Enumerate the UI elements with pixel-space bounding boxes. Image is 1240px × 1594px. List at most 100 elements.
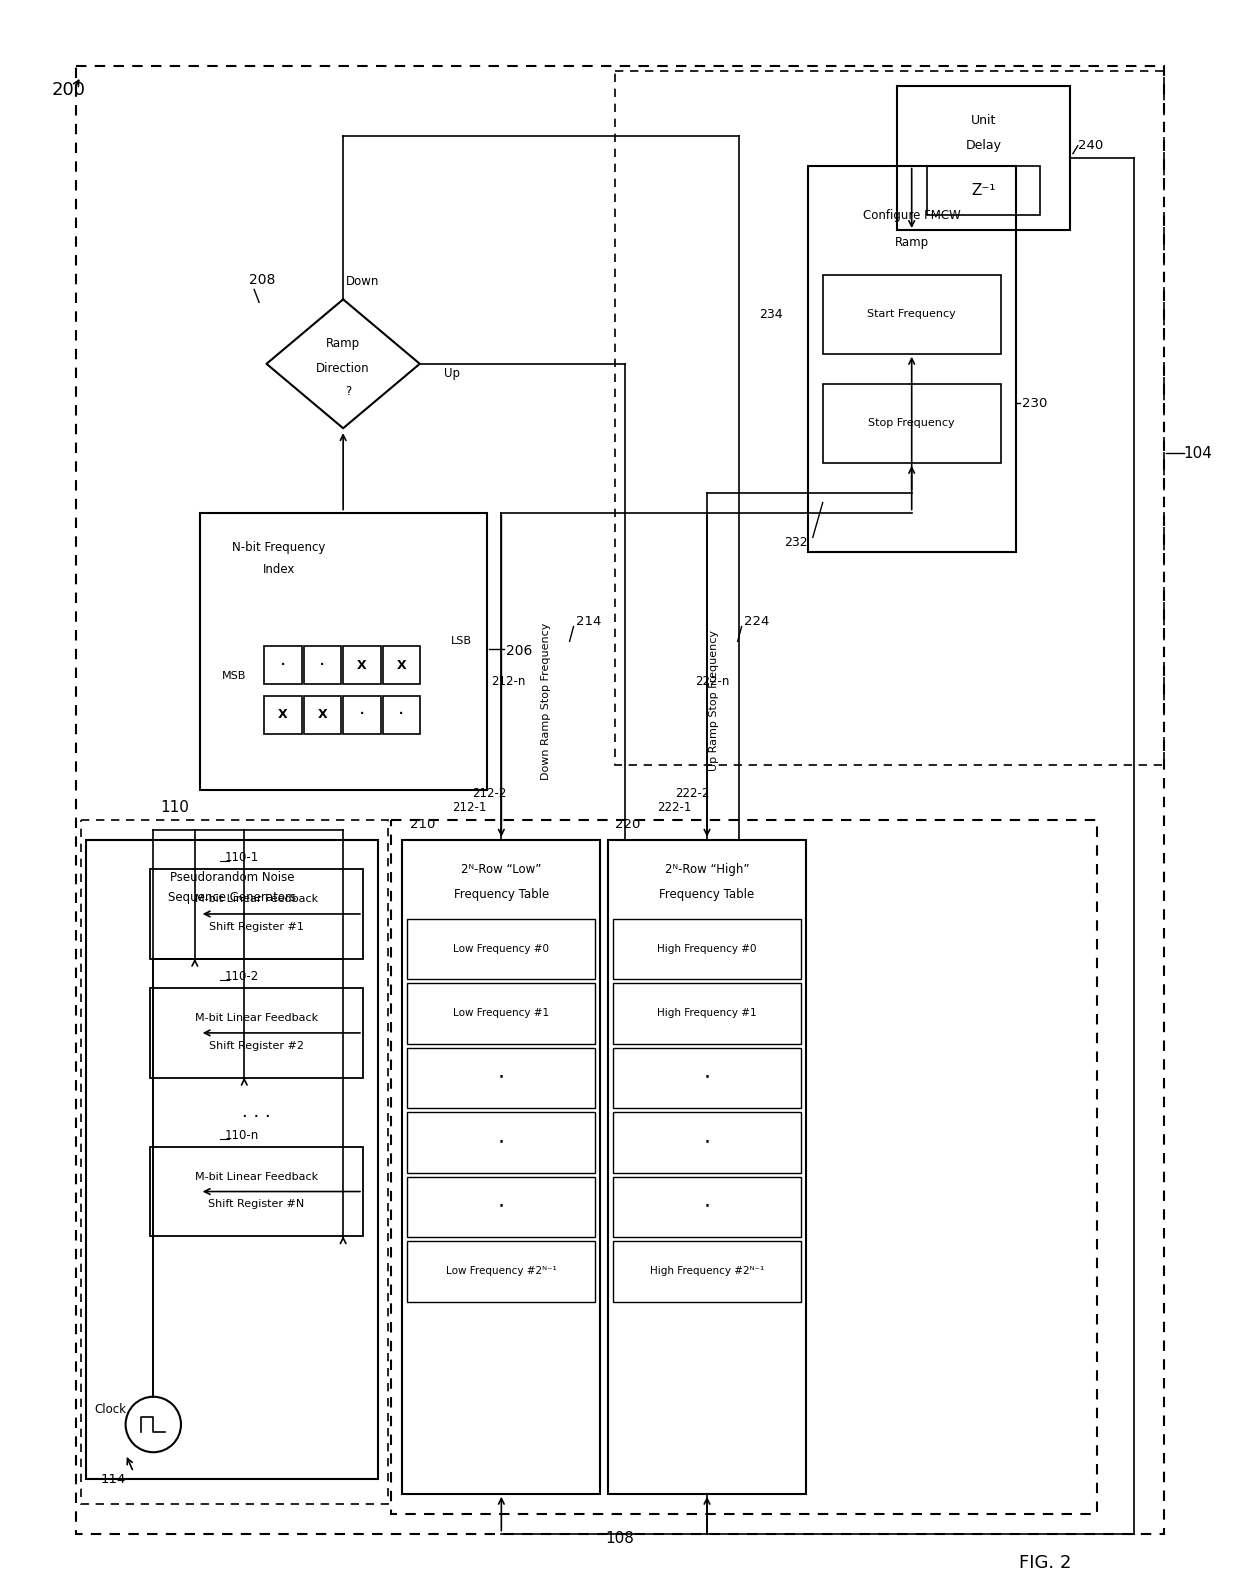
Bar xyxy=(200,513,486,791)
Text: 110: 110 xyxy=(160,800,188,816)
Text: Unit: Unit xyxy=(971,115,996,128)
Bar xyxy=(615,72,1164,765)
Text: 212-1: 212-1 xyxy=(451,802,486,815)
Text: 220: 220 xyxy=(615,818,640,830)
Text: Low Frequency #0: Low Frequency #0 xyxy=(454,944,549,953)
Text: 208: 208 xyxy=(249,273,275,287)
Bar xyxy=(897,86,1070,230)
Text: Sequence Generators: Sequence Generators xyxy=(167,891,296,904)
Bar xyxy=(926,166,1040,215)
Text: 214: 214 xyxy=(575,615,601,628)
Bar xyxy=(343,697,381,733)
Bar xyxy=(150,1148,363,1235)
Text: N-bit Frequency: N-bit Frequency xyxy=(232,540,326,553)
Bar xyxy=(76,67,1164,1533)
Text: ⋅: ⋅ xyxy=(703,1197,711,1216)
Text: 104: 104 xyxy=(1184,446,1213,461)
Text: Frequency Table: Frequency Table xyxy=(660,888,755,901)
Text: Start Frequency: Start Frequency xyxy=(867,309,956,319)
Text: 234: 234 xyxy=(760,308,784,320)
Text: . . .: . . . xyxy=(242,1103,272,1121)
Text: 200: 200 xyxy=(51,81,86,99)
Bar xyxy=(822,274,1001,354)
Text: Shift Register #1: Shift Register #1 xyxy=(210,921,304,932)
Text: 108: 108 xyxy=(605,1530,635,1546)
Text: 232: 232 xyxy=(784,536,808,548)
Bar xyxy=(613,1242,801,1302)
Bar xyxy=(408,1113,595,1173)
Text: X: X xyxy=(397,658,407,671)
Text: ·: · xyxy=(358,705,365,724)
Text: 212-2: 212-2 xyxy=(471,786,506,800)
Bar xyxy=(304,697,341,733)
Bar xyxy=(391,819,1096,1514)
Bar xyxy=(822,384,1001,462)
Text: Clock: Clock xyxy=(94,1403,126,1415)
Text: Shift Register #2: Shift Register #2 xyxy=(210,1041,304,1050)
Text: ?: ? xyxy=(345,386,351,398)
Text: Pseudorandom Noise: Pseudorandom Noise xyxy=(170,870,294,883)
Bar xyxy=(264,697,301,733)
Bar xyxy=(150,988,363,1078)
Text: ·: · xyxy=(319,655,325,674)
Text: 110-2: 110-2 xyxy=(224,969,259,983)
Bar xyxy=(86,840,378,1479)
Text: 110-n: 110-n xyxy=(224,1129,259,1141)
Text: 224: 224 xyxy=(744,615,769,628)
Bar xyxy=(304,646,341,684)
Text: Direction: Direction xyxy=(316,362,370,375)
Text: High Frequency #2ᴺ⁻¹: High Frequency #2ᴺ⁻¹ xyxy=(650,1266,764,1275)
Bar xyxy=(613,1176,801,1237)
Text: Low Frequency #1: Low Frequency #1 xyxy=(454,1007,549,1019)
Bar xyxy=(403,840,600,1494)
Text: 240: 240 xyxy=(1078,139,1104,151)
Bar xyxy=(613,1047,801,1108)
Bar xyxy=(408,1047,595,1108)
Bar xyxy=(343,646,381,684)
Bar xyxy=(613,1113,801,1173)
Text: X: X xyxy=(278,708,288,720)
Bar xyxy=(408,1176,595,1237)
Text: ⋅: ⋅ xyxy=(703,1132,711,1152)
Text: Index: Index xyxy=(263,564,295,577)
Text: ·: · xyxy=(280,655,286,674)
Text: Low Frequency #2ᴺ⁻¹: Low Frequency #2ᴺ⁻¹ xyxy=(446,1266,557,1275)
Bar xyxy=(808,166,1016,552)
Text: M-bit Linear Feedback: M-bit Linear Feedback xyxy=(195,1014,319,1023)
Text: 114: 114 xyxy=(100,1473,126,1486)
Text: High Frequency #0: High Frequency #0 xyxy=(657,944,756,953)
Text: Ramp: Ramp xyxy=(894,236,929,249)
Text: 2ᴺ-Row “High”: 2ᴺ-Row “High” xyxy=(665,862,749,875)
Text: Z⁻¹: Z⁻¹ xyxy=(971,183,996,198)
Text: 110-1: 110-1 xyxy=(224,851,259,864)
Bar xyxy=(150,869,363,958)
Text: 210: 210 xyxy=(410,818,435,830)
Text: ⋅: ⋅ xyxy=(497,1132,505,1152)
Text: ·: · xyxy=(398,705,404,724)
Bar xyxy=(408,1242,595,1302)
Bar xyxy=(613,983,801,1044)
Text: 230: 230 xyxy=(1023,397,1048,410)
Text: X: X xyxy=(317,708,327,720)
Text: Shift Register #N: Shift Register #N xyxy=(208,1199,305,1210)
Text: FIG. 2: FIG. 2 xyxy=(1019,1554,1071,1572)
Text: MSB: MSB xyxy=(222,671,247,681)
Text: Stop Frequency: Stop Frequency xyxy=(868,418,955,429)
Text: Up: Up xyxy=(444,367,460,381)
Text: ⋅: ⋅ xyxy=(703,1068,711,1087)
Bar xyxy=(408,983,595,1044)
Text: 222-2: 222-2 xyxy=(676,786,709,800)
Bar xyxy=(613,918,801,979)
Bar xyxy=(383,646,420,684)
Text: ⋅: ⋅ xyxy=(497,1197,505,1216)
Text: M-bit Linear Feedback: M-bit Linear Feedback xyxy=(195,1172,319,1181)
Text: Down: Down xyxy=(346,276,379,289)
Text: Delay: Delay xyxy=(966,139,1002,151)
Text: X: X xyxy=(357,658,367,671)
Text: LSB: LSB xyxy=(451,636,472,647)
Text: Ramp: Ramp xyxy=(326,338,360,351)
Text: M-bit Linear Feedback: M-bit Linear Feedback xyxy=(195,894,319,904)
Bar xyxy=(408,918,595,979)
Bar xyxy=(608,840,806,1494)
Bar xyxy=(81,819,388,1503)
